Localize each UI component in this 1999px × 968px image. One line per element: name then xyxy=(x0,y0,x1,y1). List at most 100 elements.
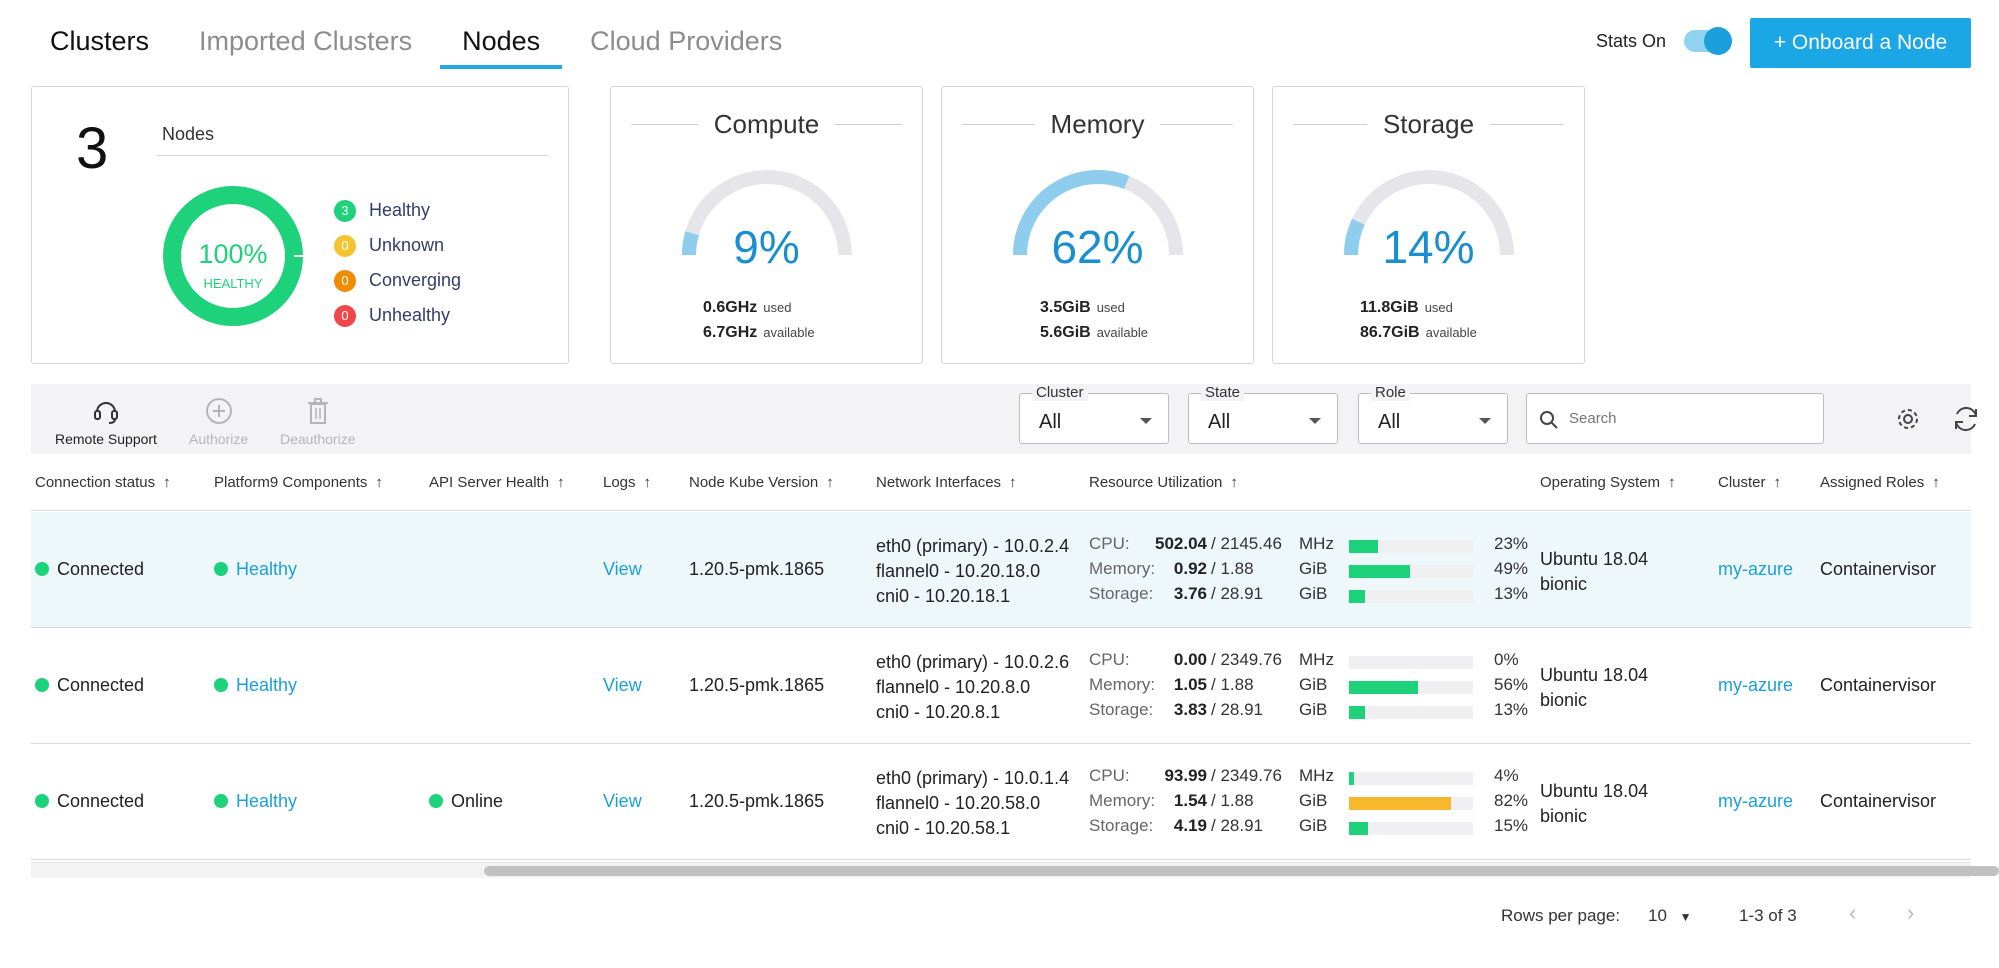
interface-line: flannel0 - 10.20.8.0 xyxy=(876,677,1031,697)
count-badge: 0 xyxy=(334,234,356,257)
cluster-link[interactable]: my-azure xyxy=(1718,675,1794,695)
health-donut xyxy=(163,186,304,326)
search-icon xyxy=(1540,411,1558,429)
network-interfaces: eth0 (primary) - 10.0.2.6 flannel0 - 10.2… xyxy=(876,650,1069,725)
onboard-node-button[interactable]: + Onboard a Node xyxy=(1750,18,1971,68)
metric-title: Compute xyxy=(631,109,902,140)
divider xyxy=(835,124,902,125)
tab-nodes[interactable]: Nodes xyxy=(440,22,563,69)
resource-used: 3.76 xyxy=(1173,584,1207,603)
scroll-thumb[interactable] xyxy=(484,866,1999,876)
col-logs[interactable]: Logs ↑ xyxy=(603,474,651,491)
gear-icon[interactable] xyxy=(1895,406,1921,432)
col-components[interactable]: Platform9 Components ↑ xyxy=(214,474,383,491)
resource-percent: 4% xyxy=(1494,766,1519,785)
os-codename: bionic xyxy=(1540,574,1588,594)
usage-bar xyxy=(1349,565,1473,578)
remote-support-label: Remote Support xyxy=(55,431,157,447)
resource-total: / 28.91 xyxy=(1211,816,1263,835)
refresh-icon[interactable] xyxy=(1951,404,1981,434)
legend-label: Healthy xyxy=(369,200,431,220)
status-dot xyxy=(35,794,49,808)
legend-unknown[interactable]: 0 Unknown xyxy=(334,228,461,263)
cluster-link[interactable]: my-azure xyxy=(1718,791,1794,811)
resource-label: Memory: xyxy=(1089,675,1156,694)
table-row[interactable]: Connected Healthy View 1.20.5-pmk.1865 eth0 … xyxy=(31,628,1971,744)
resource-percent: 0% xyxy=(1494,650,1519,669)
prev-page-chevron-icon[interactable]: ‹ xyxy=(1849,900,1857,925)
logs-view-link[interactable]: View xyxy=(603,791,642,811)
interface-line: eth0 (primary) - 10.0.1.4 xyxy=(876,768,1070,788)
column-title: Operating System xyxy=(1540,474,1661,491)
resource-label: CPU: xyxy=(1089,766,1130,785)
usage-bar xyxy=(1349,656,1473,669)
legend-label: Converging xyxy=(369,270,462,290)
used-label: used xyxy=(1424,300,1453,315)
sort-arrow-icon: ↑ xyxy=(1773,474,1782,491)
col-os[interactable]: Operating System ↑ xyxy=(1540,474,1676,491)
col-api-health[interactable]: API Server Health ↑ xyxy=(429,474,565,491)
status-dot xyxy=(214,794,228,808)
col-network[interactable]: Network Interfaces ↑ xyxy=(876,474,1017,491)
col-resources[interactable]: Resource Utilization ↑ xyxy=(1089,474,1238,491)
remote-support-button[interactable]: Remote Support xyxy=(55,396,157,447)
metric-percent: 62% xyxy=(1051,221,1144,273)
legend-converging[interactable]: 0 Converging xyxy=(334,263,461,298)
resource-label: Storage: xyxy=(1089,584,1154,603)
metric-details: 3.5GiB used 5.6GiB available xyxy=(1040,295,1148,345)
authorize-button[interactable]: Authorize xyxy=(189,396,248,447)
legend-unhealthy[interactable]: 0 Unhealthy xyxy=(334,298,461,333)
divider xyxy=(1293,124,1367,125)
tab-imported-clusters[interactable]: Imported Clusters xyxy=(199,26,413,56)
usage-bar-fill xyxy=(1349,797,1451,810)
resource-line: Memory: 1.05/ 1.88 GiB 56% xyxy=(1089,675,1528,700)
col-kube-version[interactable]: Node Kube Version ↑ xyxy=(689,474,834,491)
rows-per-page-value: 10 xyxy=(1648,906,1667,925)
deauthorize-button[interactable]: Deauthorize xyxy=(280,396,356,447)
column-title: Network Interfaces xyxy=(876,474,1002,491)
components-status[interactable]: Healthy xyxy=(214,559,297,580)
cluster-link[interactable]: my-azure xyxy=(1718,559,1794,579)
sort-arrow-icon: ↑ xyxy=(557,474,565,491)
table-toolbar: Remote Support Authorize Deauthorize Clu… xyxy=(31,384,1977,454)
search-input[interactable] xyxy=(1526,393,1824,444)
stats-switch[interactable] xyxy=(1684,27,1733,55)
tab-cloud-providers[interactable]: Cloud Providers xyxy=(590,26,783,56)
horizontal-scrollbar[interactable] xyxy=(31,862,1999,878)
metric-title-text: Memory xyxy=(1050,109,1145,139)
rows-per-page-select[interactable]: 10 ▼ xyxy=(1648,906,1692,926)
logs-view-link[interactable]: View xyxy=(603,559,642,579)
used-label: used xyxy=(763,300,792,315)
resource-label: Memory: xyxy=(1089,791,1156,810)
next-page-chevron-icon[interactable]: › xyxy=(1907,900,1915,925)
tab-clusters[interactable]: Clusters xyxy=(50,26,150,56)
nodes-count: 3 xyxy=(76,116,109,181)
assigned-roles: Containervisor xyxy=(1820,675,1937,695)
column-title: Resource Utilization xyxy=(1089,474,1223,491)
metric-details: 11.8GiB used 86.7GiB available xyxy=(1360,295,1477,345)
kube-version: 1.20.5-pmk.1865 xyxy=(689,675,825,695)
col-cluster[interactable]: Cluster ↑ xyxy=(1718,474,1781,491)
resource-unit: GiB xyxy=(1299,816,1328,835)
table-row[interactable]: Connected Healthy View 1.20.5-pmk.1865 eth0 … xyxy=(31,512,1971,628)
col-roles[interactable]: Assigned Roles ↑ xyxy=(1820,474,1940,491)
donut-percent: 100% xyxy=(198,239,268,269)
legend-healthy[interactable]: 3 Healthy xyxy=(334,193,461,228)
logs-view-link[interactable]: View xyxy=(603,675,642,695)
stats-toggle-label: Stats On xyxy=(1596,30,1667,51)
resource-line: CPU: 93.99/ 2349.76 MHz 4% xyxy=(1089,766,1519,791)
table-row[interactable]: Connected Healthy Online View 1.20.5-pmk.186… xyxy=(31,744,1971,860)
resource-label: Memory: xyxy=(1089,559,1156,578)
components-status[interactable]: Healthy xyxy=(214,675,297,696)
role-filter[interactable]: Role All xyxy=(1358,384,1508,444)
components-text: Healthy xyxy=(236,675,298,695)
state-filter[interactable]: State All xyxy=(1188,384,1338,444)
nodes-summary-card: 3 Nodes 100% HEALTHY 3 Healthy 0 Unknown 0… xyxy=(31,86,569,364)
os-name: Ubuntu 18.04 xyxy=(1540,781,1649,801)
col-connection-status[interactable]: Connection status ↑ xyxy=(35,474,171,491)
gauge-fill xyxy=(1013,170,1130,256)
assigned-roles: Containervisor xyxy=(1820,559,1937,579)
cluster-filter[interactable]: Cluster All xyxy=(1019,384,1169,444)
components-status[interactable]: Healthy xyxy=(214,791,297,812)
resource-used: 3.83 xyxy=(1173,700,1207,719)
